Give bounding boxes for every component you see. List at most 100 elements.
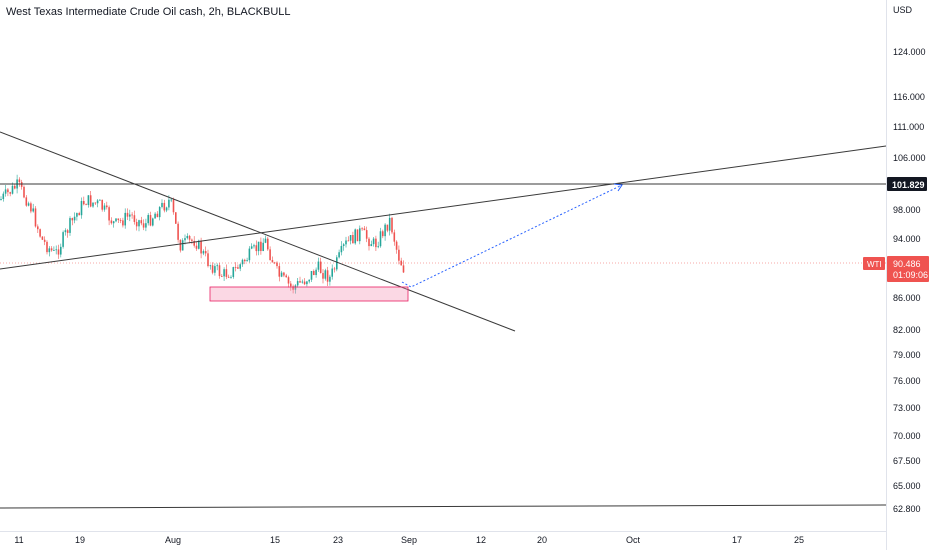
candle-body [361,228,363,230]
candle-body [142,223,145,228]
y-tick-label: 116.000 [893,92,925,102]
candle-body [135,221,138,227]
y-tick-label: 62.800 [893,504,921,514]
y-tick-label: 111.000 [893,122,924,132]
candle-body [267,238,269,250]
candle-body [317,261,320,270]
candle-body [85,204,87,206]
candle-body [276,262,278,267]
support-zone [209,286,409,302]
candle-body [342,244,345,246]
candle-body [345,240,347,245]
candle-body [363,228,366,231]
candle-body [133,215,136,222]
candle-body [172,199,175,213]
x-axis-ticks: 11 19 Aug 15 23 Sep 12 20 Oct 17 25 [14,535,804,545]
candle-body [384,224,386,237]
candle-body [186,235,189,239]
candle-body [94,202,97,204]
projection-arrowhead [613,183,623,192]
candle-body [273,262,276,264]
candle-body [170,199,172,201]
candle-body [244,259,246,262]
candle-body [241,259,244,265]
y-tick-label: 82.000 [893,325,921,335]
candle-body [165,207,168,211]
candle-body [0,199,2,200]
candle-body [149,215,152,226]
x-tick-label: Oct [626,535,641,545]
candle-body [2,193,5,200]
candle-body [237,267,239,269]
candle-body [209,265,212,267]
y-tick-label: 67.500 [893,456,921,466]
x-tick-label: 19 [75,535,85,545]
chart-title: West Texas Intermediate Crude Oil cash, … [6,6,291,18]
candle-body [60,246,62,255]
x-tick-label: 12 [476,535,486,545]
candle-body [294,285,297,290]
candle-body [239,264,241,269]
candle-body [248,248,251,261]
candle-body [370,244,373,247]
last-price-label: 90.486 01:09:06 [887,256,929,282]
candle-body [140,220,143,224]
candle-body [299,281,301,283]
candle-body [386,224,389,231]
y-tick-label: 70.000 [893,431,921,441]
y-tick-label: 106.000 [893,153,926,163]
candle-body [112,221,115,224]
candle-body [188,235,191,240]
currency-label: USD [893,5,913,15]
candle-body [308,279,310,282]
candle-body [92,202,94,207]
candle-body [336,257,338,270]
candle-body [402,265,405,273]
candle-body [37,226,39,230]
candle-body [101,199,103,210]
candle-body [204,251,207,254]
candle-body [354,229,356,244]
candle-body [181,240,184,251]
candle-body [161,202,163,208]
candle-body [76,213,78,217]
countdown-text: 01:09:06 [893,270,928,280]
x-tick-label: 25 [794,535,804,545]
candle-body [264,238,267,243]
candle-body [347,240,350,242]
candle-body [324,270,327,279]
candle-body [250,246,253,249]
candle-body [230,276,232,278]
candle-body [391,217,393,233]
candle-body [287,277,290,284]
candle-body [269,249,271,261]
candle-body [193,240,195,246]
candle-body [234,267,237,268]
candle-body [310,270,313,280]
candle-body [39,229,41,237]
candle-body [283,272,285,276]
candle-body [301,281,304,283]
candle-body [32,208,34,212]
candle-body [117,218,120,221]
projection-arrow [401,184,623,288]
candle-body [64,230,67,233]
candle-body [152,218,154,226]
candle-body [349,235,352,241]
candle-body [163,202,166,211]
candle-body [179,239,182,251]
candle-body [129,214,131,217]
candle-body [83,200,85,205]
candle-body [377,246,379,248]
y-tick-label: 65.000 [893,481,921,491]
y-axis-ticks: 124.000 116.000 111.000 106.000 98.000 94.000… [893,47,926,514]
candle-body [221,276,223,277]
candle-body [313,270,315,276]
candle-body [147,215,149,224]
candle-body [124,212,126,226]
candle-body [50,248,53,251]
candle-body [227,276,230,278]
candle-body [262,242,264,252]
candle-body [7,189,9,193]
